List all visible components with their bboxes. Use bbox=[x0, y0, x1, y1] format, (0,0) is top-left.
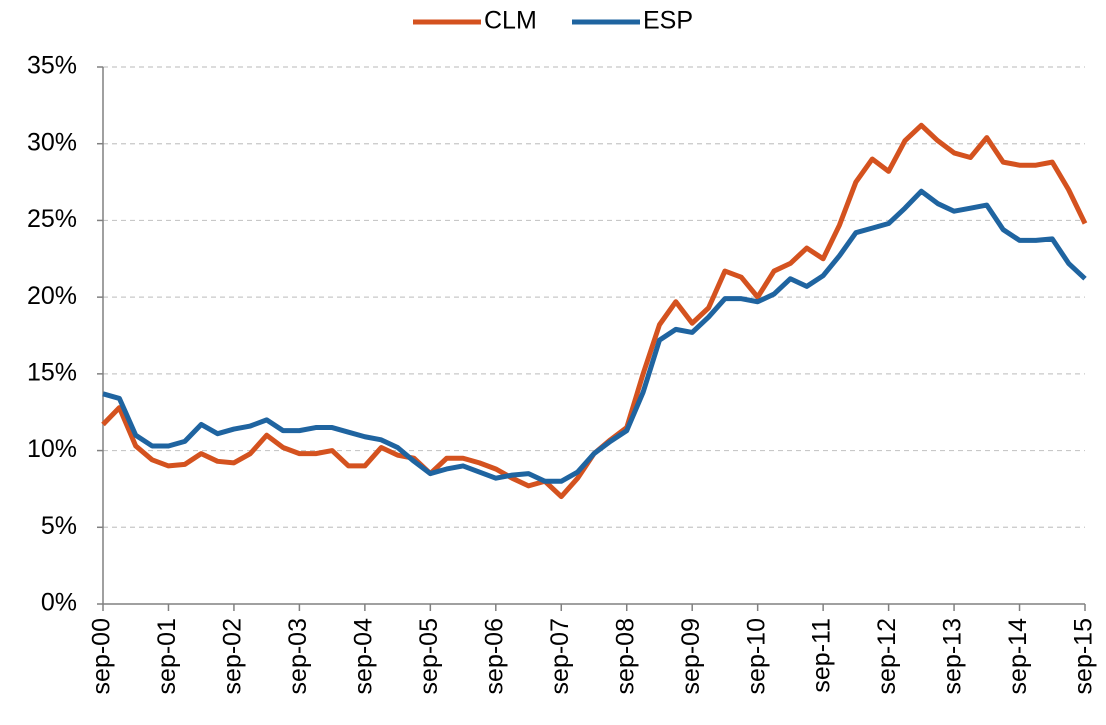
legend-label: CLM bbox=[484, 7, 537, 35]
x-tick-label: sep-15 bbox=[1070, 618, 1098, 694]
y-tick-label: 15% bbox=[27, 358, 77, 386]
y-tick-label: 10% bbox=[27, 435, 77, 463]
x-tick-label: sep-00 bbox=[88, 618, 116, 694]
x-tick-label: sep-07 bbox=[546, 618, 574, 694]
x-tick-label: sep-02 bbox=[219, 618, 247, 694]
x-tick-label: sep-08 bbox=[611, 618, 639, 694]
x-tick-label: sep-09 bbox=[677, 618, 705, 694]
x-tick-label: sep-10 bbox=[742, 618, 770, 694]
y-tick-label: 5% bbox=[41, 512, 77, 540]
x-tick-label: sep-05 bbox=[415, 618, 443, 694]
legend-label: ESP bbox=[643, 7, 693, 35]
x-tick-label: sep-14 bbox=[1004, 618, 1032, 695]
x-tick-label: sep-12 bbox=[873, 618, 901, 694]
x-tick-label: sep-13 bbox=[939, 618, 967, 694]
line-series bbox=[101, 122, 1088, 500]
y-tick-label: 35% bbox=[27, 52, 77, 80]
x-tick-label: sep-04 bbox=[349, 618, 377, 695]
y-tick-label: 20% bbox=[27, 282, 77, 310]
x-tick-label: sep-03 bbox=[284, 618, 312, 694]
x-tick-label: sep-11 bbox=[808, 618, 836, 693]
y-tick-label: 0% bbox=[41, 589, 77, 617]
x-tick-label: sep-06 bbox=[480, 618, 508, 694]
y-tick-label: 25% bbox=[27, 205, 77, 233]
line-series bbox=[102, 188, 1087, 484]
x-tick-label: sep-01 bbox=[153, 618, 181, 694]
y-tick-label: 30% bbox=[27, 128, 77, 156]
